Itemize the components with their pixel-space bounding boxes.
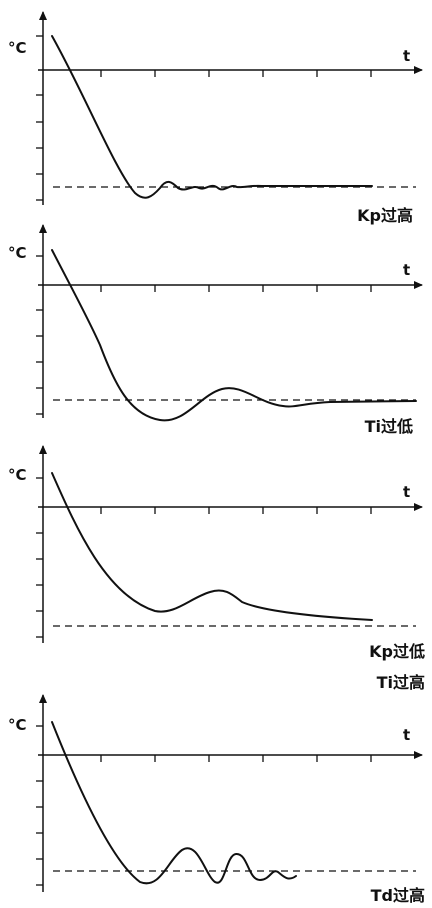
temperature-curve bbox=[51, 35, 373, 199]
x-ticks bbox=[100, 70, 372, 77]
panel-td-high: °C t Td过高 bbox=[8, 694, 425, 905]
x-ticks bbox=[100, 507, 372, 514]
x-ticks bbox=[100, 755, 372, 762]
y-ticks bbox=[36, 477, 43, 638]
caption: Td过高 bbox=[371, 886, 425, 905]
temperature-curve bbox=[51, 721, 297, 885]
panel-kp-low-ti-high: °C t Kp过低 Ti过高 bbox=[8, 445, 425, 692]
y-unit-label: °C bbox=[8, 244, 27, 262]
y-unit-label: °C bbox=[8, 466, 27, 484]
panel-kp-high: °C t Kp过高 bbox=[8, 11, 423, 225]
x-axis-label: t bbox=[403, 47, 410, 65]
x-axis-label: t bbox=[403, 726, 410, 744]
x-axis-label: t bbox=[403, 483, 410, 501]
caption-line-1: Kp过低 bbox=[369, 642, 425, 661]
y-unit-label: °C bbox=[8, 716, 27, 734]
x-ticks bbox=[100, 285, 372, 292]
y-ticks bbox=[36, 725, 43, 886]
y-ticks bbox=[36, 35, 43, 201]
y-unit-label: °C bbox=[8, 39, 27, 57]
y-ticks bbox=[36, 255, 43, 415]
x-axis-label: t bbox=[403, 261, 410, 279]
caption-line-2: Ti过高 bbox=[377, 673, 425, 692]
caption: Kp过高 bbox=[357, 206, 413, 225]
caption: Ti过低 bbox=[365, 417, 413, 436]
temperature-curve bbox=[51, 472, 373, 621]
panel-ti-low: °C t Ti过低 bbox=[8, 224, 423, 436]
temperature-curve bbox=[51, 249, 417, 422]
